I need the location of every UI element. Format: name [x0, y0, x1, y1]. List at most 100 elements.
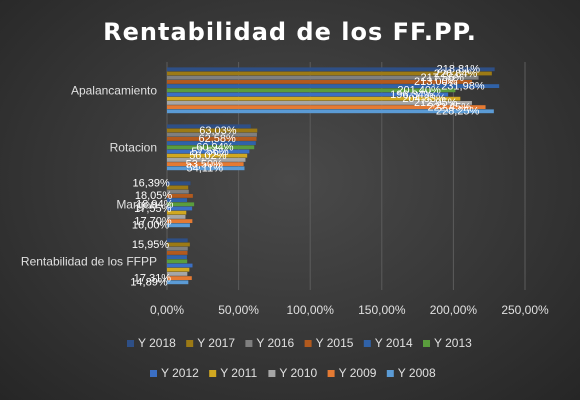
bar [167, 272, 188, 276]
bar [167, 210, 187, 215]
data-label: 15,95% [132, 239, 170, 251]
bar [167, 75, 479, 80]
legend-label: Y 2014 [375, 336, 413, 350]
bar [167, 166, 245, 171]
data-label: 196,34% [390, 89, 434, 101]
legend-swatch [386, 370, 394, 377]
data-label: 62,58% [199, 133, 237, 145]
data-label: 14,89% [130, 277, 168, 289]
legend-label: Y 2009 [339, 366, 377, 380]
axes: 0,00% 50,00% 100,00% 150,00% 200,00% 250,00% A… [21, 84, 549, 318]
category-label: Margen [116, 198, 157, 212]
legend-swatch [304, 340, 312, 347]
data-label: 222,45% [428, 101, 472, 113]
legend-label: Y 2017 [197, 336, 235, 350]
legend-label: Y 2011 [220, 366, 257, 380]
data-labels: 218,81%226,84%217,56%213,00%231,98%201,4… [130, 64, 485, 289]
category-label: Rotacion [110, 141, 157, 155]
bar [167, 67, 495, 72]
x-tick-label: 150,00% [358, 303, 406, 317]
legend-swatch [245, 340, 253, 347]
legend: Y 2018 Y 2017 Y 2016 Y 2015 Y 2014 Y 2013 Y 20… [127, 336, 472, 380]
bar [167, 238, 188, 243]
bar [167, 251, 188, 255]
bar [167, 137, 257, 141]
legend-label: Y 2010 [279, 366, 317, 380]
data-label: 16,00% [132, 220, 170, 232]
data-label: 226,84% [434, 68, 478, 80]
legend-swatch [127, 340, 134, 347]
x-tick-label: 50,00% [218, 303, 259, 317]
bar [167, 255, 187, 259]
bar [167, 280, 189, 285]
data-label: 204,83% [402, 93, 446, 105]
bar [167, 267, 190, 272]
bar [167, 276, 192, 280]
chart-title: Rentabilidad de los FF.PP. [103, 18, 477, 46]
legend-swatch [363, 340, 371, 347]
category-label: Rentabilidad de los FFPP [21, 255, 157, 269]
legend-swatch [186, 340, 194, 347]
data-label: 212,95% [414, 97, 458, 109]
bar [167, 223, 190, 228]
bar [167, 202, 195, 207]
data-label: 57,56% [191, 146, 229, 158]
bar [167, 189, 189, 194]
bar [167, 263, 193, 268]
data-label: 54,11% [186, 163, 223, 175]
bar [167, 84, 500, 88]
legend-label: Y 2016 [256, 336, 294, 350]
bar [167, 141, 256, 145]
data-label: 213,00% [414, 76, 458, 88]
bar [167, 128, 258, 133]
bar [167, 206, 193, 211]
bar [167, 132, 257, 137]
legend-swatch [423, 340, 430, 347]
data-label: 231,98% [441, 80, 485, 92]
data-label: 218,81% [437, 64, 481, 76]
bar [167, 153, 248, 158]
bar [167, 198, 188, 202]
x-tick-label: 100,00% [287, 303, 335, 317]
bar [167, 101, 472, 105]
legend-swatch [150, 370, 157, 377]
data-label: 217,56% [421, 72, 465, 84]
data-label: 201,40% [397, 85, 441, 97]
category-label: Apalancamiento [71, 84, 157, 98]
legend-label: Y 2015 [316, 336, 354, 350]
bar [167, 246, 188, 251]
bar [167, 149, 250, 154]
bar [167, 242, 190, 247]
bar [167, 215, 186, 219]
data-label: 17,55% [134, 203, 172, 215]
bar [167, 185, 189, 190]
bars [167, 67, 500, 285]
x-tick-label: 250,00% [501, 303, 549, 317]
bar [167, 96, 461, 101]
data-label: 228,25% [436, 106, 480, 118]
data-label: 18,94% [136, 199, 174, 211]
bar [167, 124, 251, 129]
data-label: 56,02% [189, 150, 227, 162]
legend-swatch [209, 370, 217, 377]
bar [167, 92, 449, 97]
bar [167, 80, 473, 84]
bar [167, 109, 494, 114]
bar [167, 145, 255, 150]
data-label: 53,50% [186, 158, 224, 170]
bar [167, 105, 486, 109]
data-label: 63,03% [199, 125, 237, 137]
legend-swatch [327, 370, 335, 377]
legend-swatch [268, 370, 276, 377]
data-label: 16,39% [132, 178, 170, 190]
data-label: 60,94% [196, 142, 234, 154]
bar [167, 71, 492, 76]
legend-label: Y 2012 [161, 366, 199, 380]
bar [167, 194, 193, 198]
x-tick-label: 200,00% [430, 303, 478, 317]
bar [167, 158, 246, 162]
bar [167, 88, 456, 93]
legend-label: Y 2013 [434, 336, 472, 350]
